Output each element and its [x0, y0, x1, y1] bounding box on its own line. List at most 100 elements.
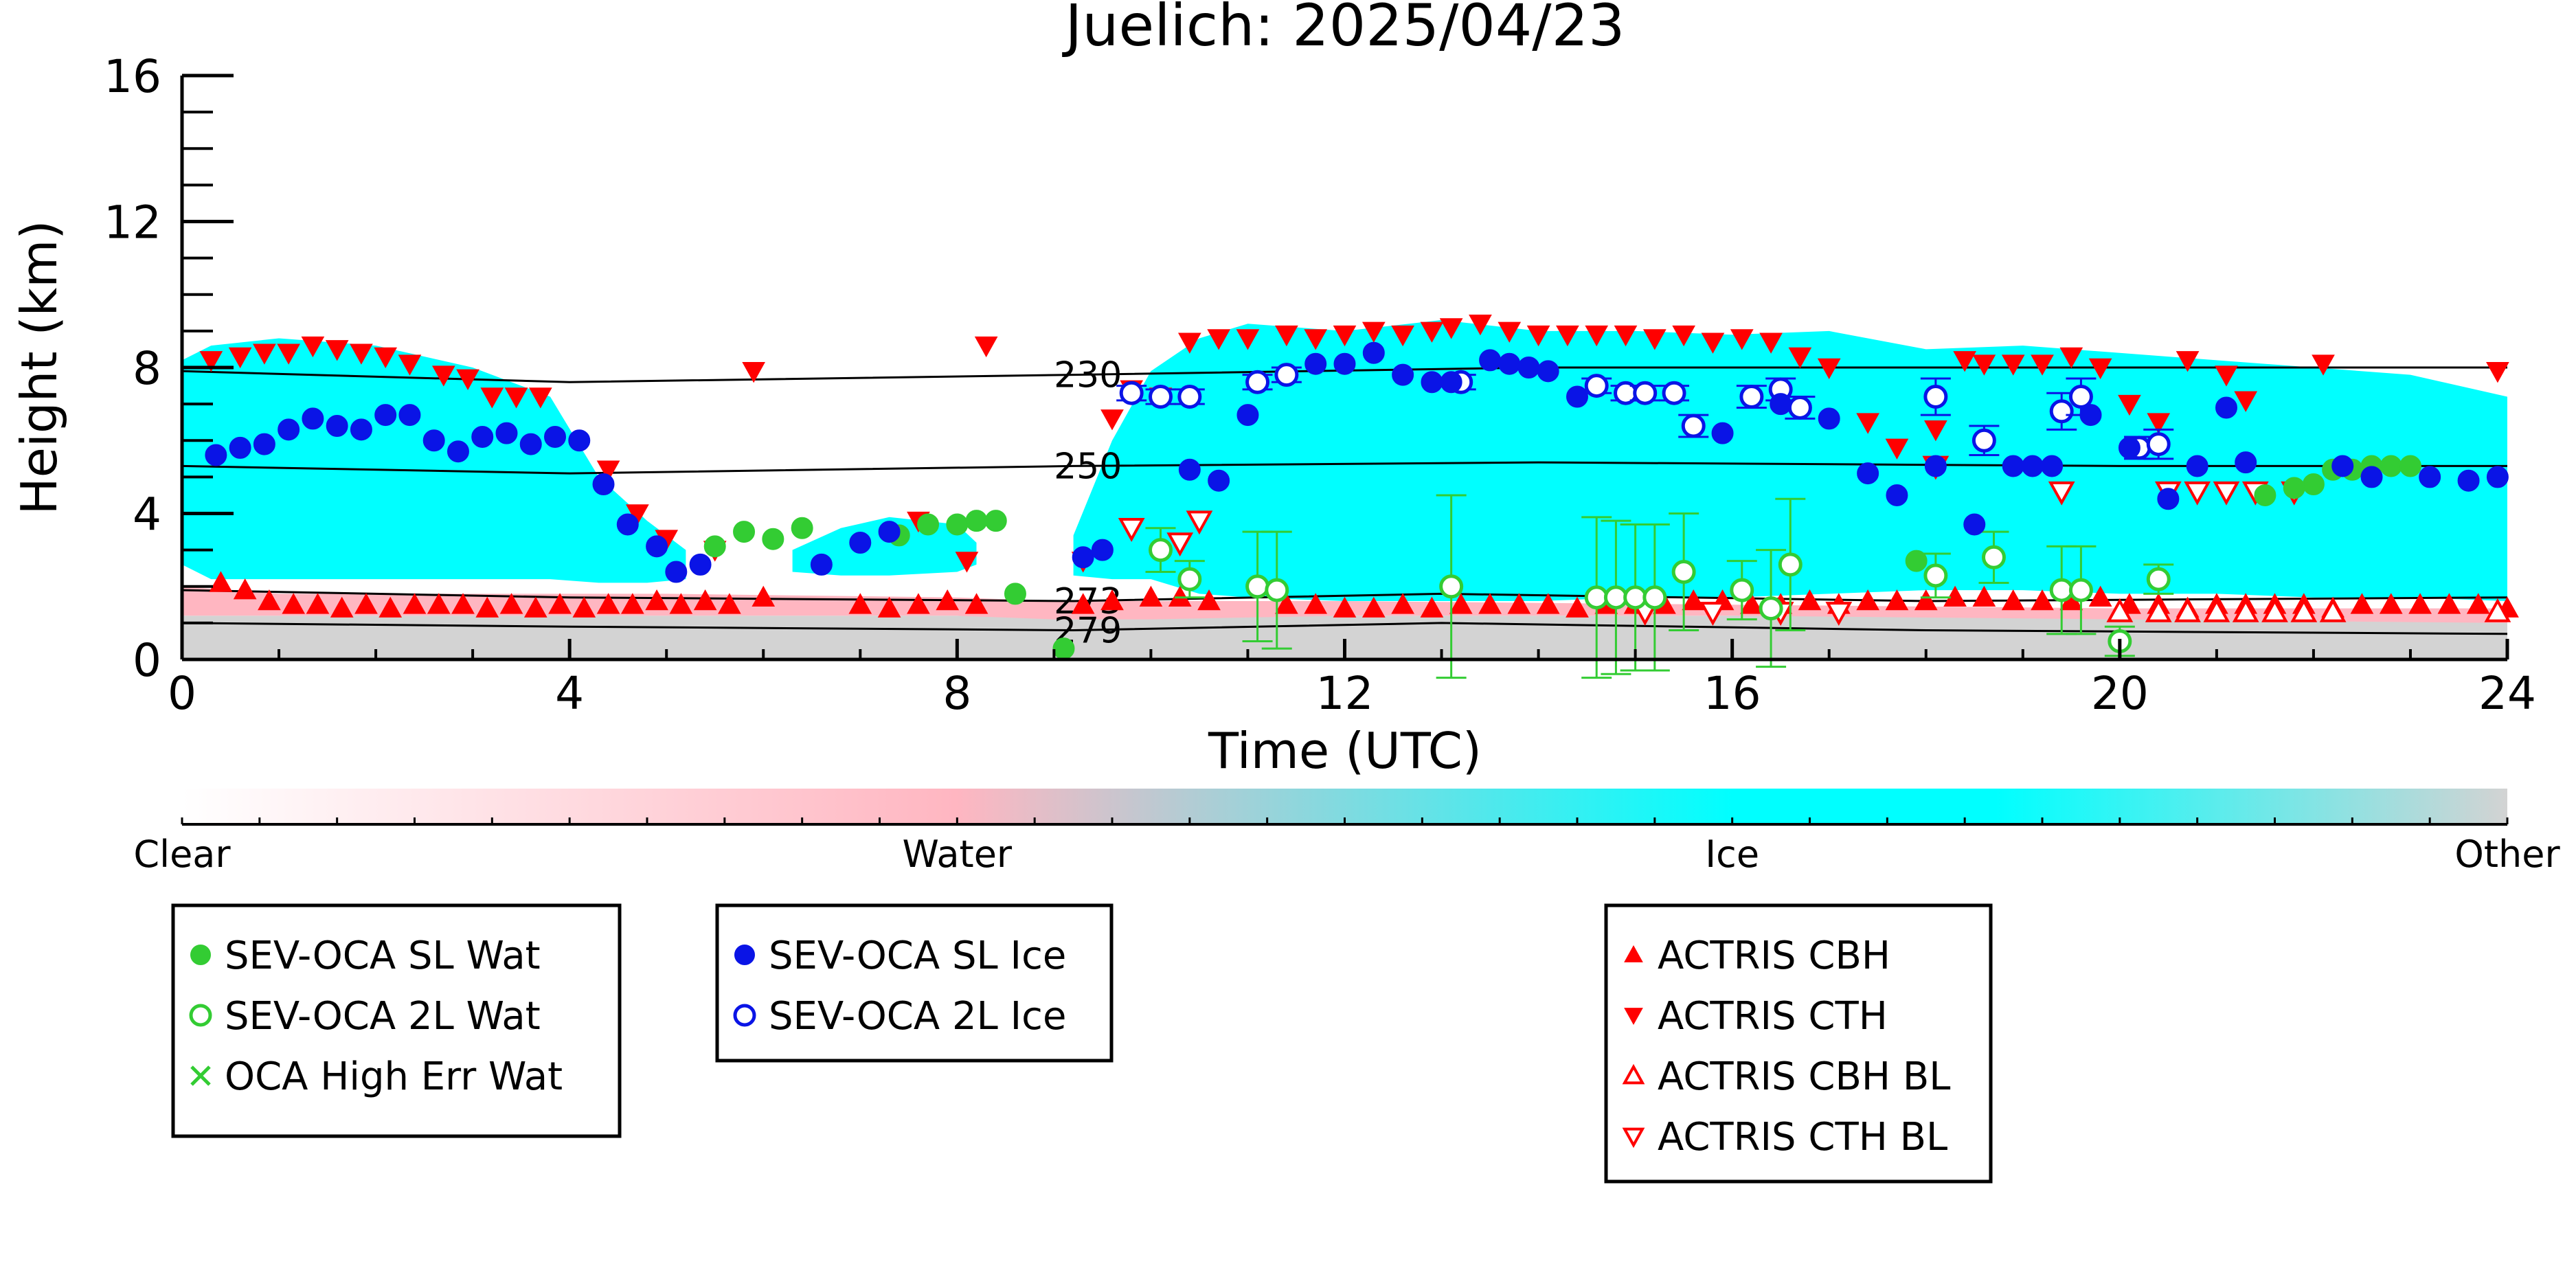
data-point [1177, 385, 1202, 409]
series-actris-cth [199, 314, 2509, 573]
x-tick-label: 4 [555, 667, 584, 720]
data-point [475, 596, 499, 618]
data-point [1333, 325, 1357, 347]
data-point [2484, 598, 2511, 622]
data-point [456, 369, 479, 390]
data-point [1923, 563, 1948, 588]
data-point [1856, 413, 1879, 434]
legend-label: SEV-OCA 2L Wat [225, 994, 541, 1039]
data-point [1236, 329, 1260, 350]
data-point [1623, 585, 1648, 610]
data-point [1885, 438, 1909, 460]
data-point [1420, 321, 1444, 343]
data-point [2079, 404, 2102, 427]
data-point [1730, 329, 1754, 350]
data-point [306, 593, 330, 614]
data-point [431, 365, 455, 387]
data-point [1420, 596, 1444, 618]
data-point [2203, 598, 2230, 622]
data-point [693, 589, 717, 611]
data-point [233, 578, 257, 600]
colorbar-label: Ice [1705, 833, 1759, 876]
data-point [1614, 325, 1638, 347]
y-tick-label: 8 [133, 342, 161, 395]
data-point [1662, 381, 1686, 405]
data-point [974, 336, 998, 358]
contour-line-250 [182, 461, 2507, 475]
data-point [2146, 432, 2171, 457]
data-point [480, 387, 504, 409]
data-point [1943, 585, 1967, 607]
data-point [2232, 598, 2259, 622]
data-point [2106, 598, 2134, 622]
data-point [703, 535, 726, 558]
data-point [1778, 552, 1803, 577]
series-sev-oca-2l-wat [1145, 494, 2174, 679]
data-point [1924, 455, 1947, 477]
legend-marker [1624, 945, 1643, 962]
data-point [2302, 473, 2325, 495]
data-point [2031, 354, 2054, 376]
data-point [2146, 567, 2171, 591]
data-point [1914, 589, 1938, 611]
data-point [2186, 455, 2208, 477]
legend-label: SEV-OCA SL Ice [769, 934, 1066, 978]
data-point [1924, 420, 1947, 442]
data-point [2031, 589, 2054, 611]
data-point [2002, 455, 2024, 477]
data-point [1207, 329, 1230, 350]
data-point [1245, 370, 1270, 394]
data-point [2215, 396, 2237, 419]
data-point [1972, 354, 1996, 376]
data-point [964, 593, 988, 614]
data-point [620, 593, 644, 614]
legend-box [715, 903, 1114, 1063]
legend-label: ACTRIS CBH [1658, 934, 1890, 978]
data-point [1362, 341, 1385, 364]
data-point [1682, 589, 1706, 611]
data-point [2001, 589, 2025, 611]
legend-box [1604, 903, 1993, 1184]
data-point [1245, 574, 1270, 599]
data-point [447, 440, 469, 463]
data-point [330, 596, 354, 618]
data-point [2048, 481, 2075, 506]
data-point [205, 444, 227, 466]
data-point [1304, 329, 1328, 350]
data-point [1275, 325, 1298, 347]
data-point [495, 422, 518, 444]
x-tick-label: 16 [1704, 667, 1761, 720]
data-point [2059, 347, 2083, 369]
data-point [2049, 578, 2074, 602]
contour-label-250: 250 [1054, 446, 1122, 487]
data-point [1788, 347, 1812, 369]
data-point [689, 553, 712, 576]
y-tick-label: 12 [104, 196, 161, 249]
x-axis-label: Time (UTC) [1208, 722, 1482, 780]
data-point [1197, 589, 1221, 611]
x-tick-label: 0 [168, 667, 196, 720]
data-point [2312, 354, 2335, 376]
data-point [398, 354, 422, 376]
data-point [1362, 596, 1386, 618]
data-point [2234, 391, 2258, 412]
data-point [1856, 589, 1879, 611]
data-point [1100, 409, 1124, 431]
data-point [2235, 451, 2257, 474]
colorbar-label: Water [903, 833, 1013, 876]
data-point [2360, 466, 2383, 488]
legend-label: ACTRIS CTH [1658, 994, 1888, 1039]
contour-label-230: 230 [1054, 355, 1122, 396]
data-point [2283, 477, 2305, 499]
data-point [1526, 325, 1550, 347]
data-point [1740, 593, 1763, 614]
data-point [1671, 560, 1696, 584]
data-point [1507, 593, 1531, 614]
data-point [1479, 349, 1502, 372]
data-point [1119, 381, 1144, 405]
data-point [2068, 385, 2093, 409]
data-point [1585, 325, 1609, 347]
x-tick-label: 20 [2091, 667, 2149, 720]
data-point [1362, 321, 1386, 343]
data-point [2176, 351, 2200, 372]
